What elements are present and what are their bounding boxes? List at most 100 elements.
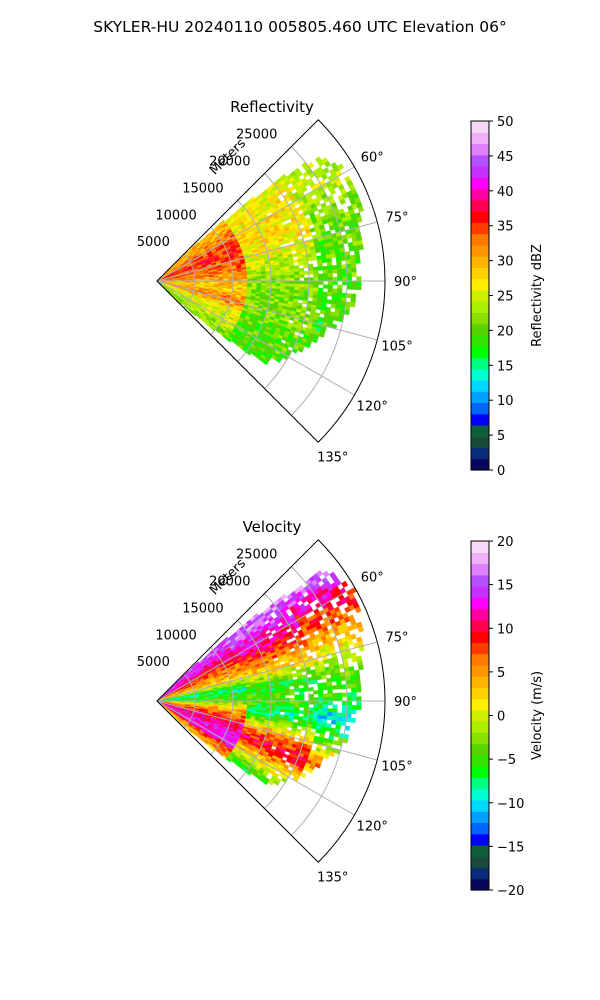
radar-cell	[284, 269, 290, 273]
colorbar-segment	[471, 121, 489, 133]
radar-cell	[303, 264, 309, 269]
colorbar-tick-label: 40	[497, 185, 514, 200]
radar-cell	[335, 256, 342, 262]
radar-cell	[349, 670, 356, 676]
radar-cell	[318, 332, 325, 338]
range-tick-label: 10000	[155, 208, 196, 223]
radar-cell	[332, 288, 338, 294]
radar-cell	[326, 677, 332, 683]
radar-cell	[332, 280, 338, 286]
radar-cell	[303, 283, 310, 288]
radar-cell	[318, 277, 324, 282]
colorbar-segment	[471, 233, 489, 246]
radar-cell	[346, 276, 353, 282]
radar-cell	[246, 276, 253, 280]
radar-cell	[308, 697, 315, 702]
radar-cell	[275, 692, 281, 697]
radar-cell	[256, 276, 262, 280]
radar-cell	[351, 687, 357, 693]
colorbar-segment	[471, 447, 489, 460]
radar-cell	[341, 276, 348, 282]
radar-cell	[355, 682, 362, 689]
radar-cell	[261, 273, 267, 277]
radar-cell	[303, 684, 309, 689]
radar-cell	[312, 679, 318, 685]
radar-cell	[337, 284, 343, 290]
radar-cell	[303, 287, 310, 292]
colorbar-segment	[471, 222, 489, 235]
radar-cell	[351, 709, 357, 715]
radar-cell	[355, 678, 361, 684]
radar-cell	[294, 706, 300, 711]
radar-cell	[293, 268, 300, 273]
radar-cell	[346, 284, 352, 290]
radar-cell	[275, 283, 281, 287]
radar-cell	[289, 703, 295, 708]
colorbar-segment	[471, 166, 489, 178]
radar-cell	[355, 258, 361, 264]
radar-cell	[308, 707, 314, 712]
radar-cell	[327, 269, 333, 274]
colorbar-segment	[471, 424, 489, 437]
radar-cell	[288, 682, 295, 687]
radar-cell	[350, 297, 356, 303]
azimuth-tick-label: 90°	[394, 275, 417, 290]
colorbar-segment	[471, 199, 489, 212]
radar-cell	[308, 693, 314, 698]
radar-cell	[279, 692, 286, 696]
radar-cell	[356, 280, 362, 286]
radar-cell	[303, 687, 309, 692]
radar-cell	[341, 704, 348, 710]
radar-cell	[298, 286, 305, 291]
radar-cell	[265, 275, 272, 279]
radar-cell	[331, 292, 338, 297]
radar-cell	[303, 270, 310, 275]
radar-cell	[327, 265, 333, 271]
radar-cell	[327, 291, 333, 297]
colorbar-tick-label: 35	[497, 220, 514, 235]
radar-cell	[279, 272, 286, 276]
radar-cell	[313, 270, 319, 275]
radar-cell	[322, 265, 328, 271]
radar-cell	[341, 692, 348, 698]
radar-cell	[337, 276, 343, 282]
radar-cell	[351, 696, 357, 702]
radar-cell	[317, 291, 324, 296]
radar-cell	[332, 696, 338, 702]
colorbar-segment	[471, 132, 489, 145]
radar-cell	[336, 296, 342, 302]
radar-cell	[350, 293, 357, 299]
radar-cell	[289, 286, 295, 291]
radar-cell	[341, 684, 347, 690]
radar-cell	[349, 301, 356, 308]
radar-cell	[289, 274, 295, 279]
radar-cell	[327, 693, 333, 698]
radar-cell	[279, 689, 286, 694]
radar-cell	[351, 704, 357, 710]
radar-cell	[329, 188, 337, 196]
radar-cell	[350, 679, 356, 685]
radar-cell	[326, 681, 333, 687]
colorbar-tick-label: 15	[497, 359, 514, 374]
radar-cell	[317, 707, 324, 713]
radar-cell	[284, 692, 291, 696]
radar-cell	[261, 283, 267, 287]
radar-cell	[275, 703, 281, 707]
radar-cell	[341, 272, 348, 278]
colorbar-segment	[471, 458, 489, 471]
colorbar-segment	[471, 256, 489, 268]
radar-cell	[327, 696, 334, 702]
radar-cell	[284, 286, 291, 290]
radar-cell	[311, 724, 317, 730]
colorbar-segment	[471, 368, 489, 381]
radar-cell	[327, 273, 333, 278]
radar-cell	[346, 700, 353, 706]
radar-cell	[356, 285, 362, 291]
radar-cell	[341, 280, 348, 286]
radar-cell	[311, 337, 318, 344]
radar-cell	[319, 309, 326, 315]
radar-cell	[313, 700, 319, 705]
colorbar-segment	[471, 143, 489, 156]
radar-cell	[312, 711, 319, 716]
radar-cell	[284, 706, 291, 710]
